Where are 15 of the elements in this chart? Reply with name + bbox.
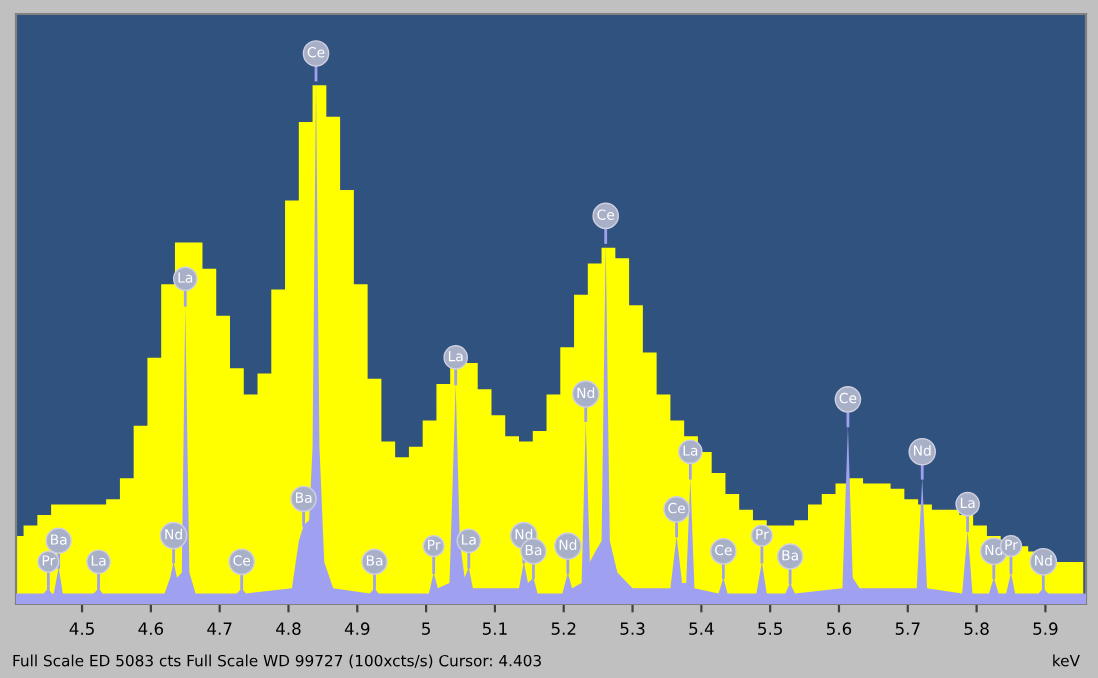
- x-tick-label: 5.4: [689, 622, 714, 635]
- x-tick-label: 4.5: [69, 622, 94, 635]
- x-tick-label: 5.5: [758, 622, 782, 635]
- x-tick-label: 5.6: [827, 622, 852, 635]
- x-tick-label: 4.7: [207, 622, 232, 635]
- x-tick-label: 5.1: [482, 622, 507, 635]
- x-tick-label: 5.7: [895, 622, 920, 635]
- x-tick-label: 4.6: [138, 622, 164, 635]
- x-tick-label: 5.8: [964, 622, 989, 635]
- x-tick-label: 4.9: [344, 622, 370, 635]
- x-tick-label: 4.8: [276, 622, 301, 635]
- x-tick-label: 5.9: [1033, 622, 1058, 635]
- x-tick-label: 5: [422, 622, 430, 635]
- x-tick-label: 5.3: [620, 622, 645, 635]
- x-tick-label: 5.2: [551, 622, 576, 635]
